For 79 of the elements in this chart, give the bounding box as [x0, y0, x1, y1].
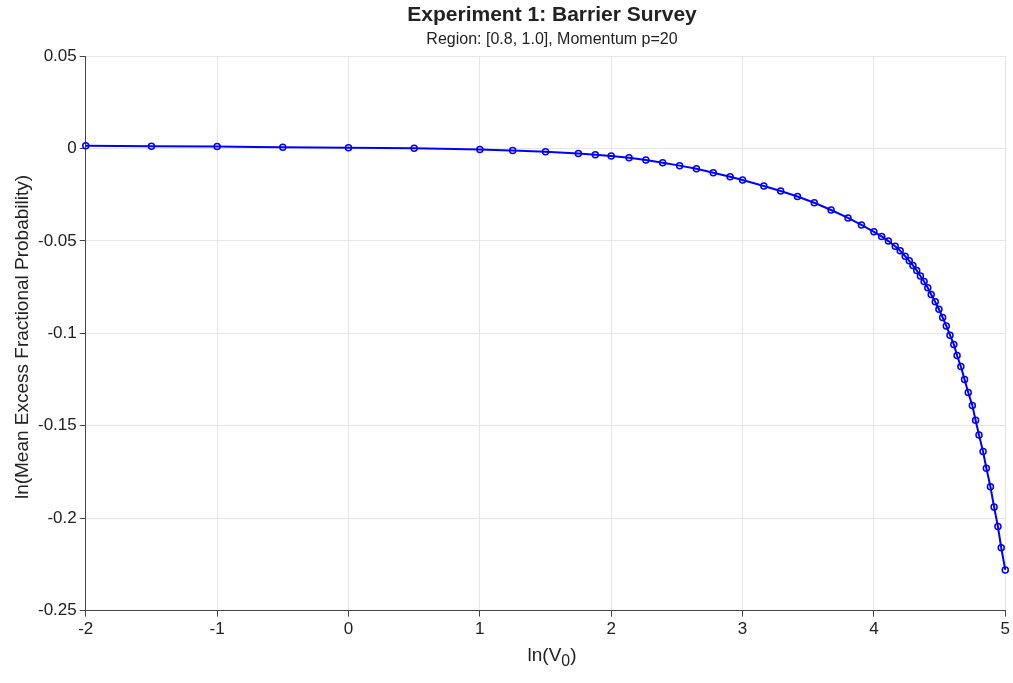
point [776, 187, 785, 195]
point [975, 431, 983, 439]
point [938, 313, 947, 322]
point [810, 199, 819, 207]
point [607, 152, 615, 160]
point [1001, 566, 1010, 574]
point [957, 362, 965, 371]
point [508, 146, 517, 155]
point [916, 272, 925, 280]
x-tick-label: 4 [869, 619, 879, 639]
point [960, 375, 969, 384]
point [147, 142, 156, 150]
point [658, 158, 667, 167]
point [990, 503, 998, 511]
point [986, 482, 995, 491]
point [924, 284, 932, 292]
point [884, 237, 893, 245]
x-tick-label: -2 [78, 619, 94, 639]
point [953, 351, 961, 360]
point [827, 206, 835, 214]
point [931, 298, 940, 306]
x-tick-label: 5 [1000, 619, 1011, 639]
point [738, 176, 747, 184]
x-tick-label: 3 [737, 619, 748, 639]
point [844, 214, 852, 222]
chart-subtitle: Region: [0.8, 1.0], Momentum p=20 [425, 30, 679, 48]
point [625, 153, 633, 162]
point [942, 322, 951, 330]
y-axis-title: ln(Mean Excess Fractional Probability) [11, 174, 33, 500]
y-tick-label: 0 [67, 138, 77, 158]
point [476, 145, 484, 154]
point [726, 172, 734, 181]
point [692, 165, 701, 173]
point [971, 416, 980, 424]
point [642, 156, 650, 164]
y-tick-label: -0.25 [38, 600, 77, 620]
point [982, 464, 991, 472]
point [950, 340, 958, 349]
point [997, 544, 1005, 552]
point [675, 161, 684, 170]
point [920, 277, 928, 286]
point [946, 331, 954, 339]
point [870, 228, 878, 236]
point [760, 182, 768, 190]
point [574, 149, 583, 158]
point [410, 144, 418, 152]
point [927, 290, 935, 299]
chart-title: Experiment 1: Barrier Survey [406, 2, 698, 26]
point [964, 388, 972, 397]
point [912, 266, 921, 275]
point [709, 169, 718, 177]
point [935, 305, 943, 314]
y-tick-label: -0.1 [47, 322, 77, 342]
point [279, 143, 287, 151]
y-tick-label: -0.2 [47, 507, 77, 527]
x-tick-label: -1 [209, 619, 225, 639]
y-tick-label: -0.15 [38, 415, 77, 435]
point [891, 242, 899, 250]
point [344, 143, 353, 152]
point [901, 252, 909, 260]
point [82, 142, 90, 150]
point [591, 150, 600, 159]
y-tick-label: -0.05 [38, 230, 77, 250]
point [213, 142, 221, 151]
x-axis-title: ln(V$_{0}$) [526, 644, 578, 670]
point [979, 447, 987, 456]
x-tick-label: 2 [606, 619, 616, 639]
point [909, 261, 917, 270]
point [905, 257, 913, 265]
point [968, 401, 977, 410]
x-tick-label: 0 [343, 619, 354, 639]
point [994, 522, 1002, 531]
point [793, 192, 802, 201]
point [896, 247, 904, 255]
point [541, 148, 550, 156]
point [877, 232, 886, 241]
y-tick-label: 0.05 [43, 45, 77, 65]
x-tick-label: 1 [475, 619, 485, 639]
point [857, 221, 866, 229]
